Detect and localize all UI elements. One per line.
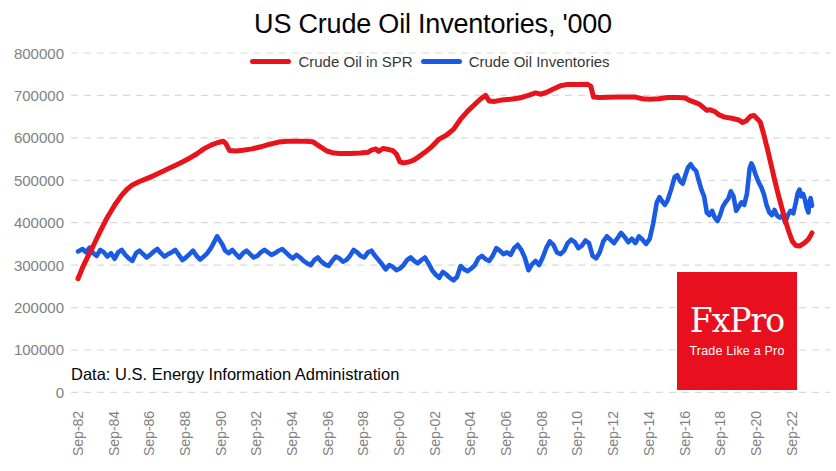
svg-text:Sep-86: Sep-86 (141, 411, 157, 456)
svg-text:700000: 700000 (14, 87, 64, 104)
svg-text:Sep-20: Sep-20 (748, 411, 764, 456)
spr-line-swatch-icon (250, 59, 291, 64)
svg-text:300000: 300000 (14, 257, 64, 274)
svg-text:Sep-02: Sep-02 (427, 411, 443, 456)
svg-text:500000: 500000 (14, 172, 64, 189)
svg-text:Sep-96: Sep-96 (320, 411, 336, 456)
svg-text:0: 0 (56, 384, 64, 401)
inventories-chart: 0 100000 200000 300000 400000 500000 600000 700… (0, 0, 836, 471)
svg-text:Sep-18: Sep-18 (712, 411, 728, 456)
svg-text:100000: 100000 (14, 341, 64, 358)
data-source-note: Data: U.S. Energy Information Administra… (71, 365, 399, 384)
svg-text:Sep-04: Sep-04 (462, 411, 478, 456)
svg-text:600000: 600000 (14, 129, 64, 146)
svg-text:Sep-92: Sep-92 (248, 411, 264, 456)
legend-item-spr: Crude Oil in SPR (250, 53, 412, 70)
svg-text:Sep-94: Sep-94 (284, 411, 300, 456)
svg-text:Sep-06: Sep-06 (498, 411, 514, 456)
fxpro-tagline: Trade Like a Pro (689, 344, 784, 358)
legend-label-spr: Crude Oil in SPR (298, 53, 412, 70)
legend-item-inventories: Crude Oil Inventories (421, 53, 610, 70)
chart-page: 0 100000 200000 300000 400000 500000 600000 700… (0, 0, 836, 471)
svg-text:200000: 200000 (14, 299, 64, 316)
svg-text:Sep-08: Sep-08 (534, 411, 550, 456)
svg-text:Sep-22: Sep-22 (784, 411, 800, 456)
svg-text:Sep-10: Sep-10 (569, 411, 585, 456)
legend-label-inventories: Crude Oil Inventories (469, 53, 610, 70)
svg-text:Sep-00: Sep-00 (391, 411, 407, 456)
svg-text:Sep-98: Sep-98 (355, 411, 371, 456)
inventories-line-swatch-icon (421, 59, 462, 64)
svg-text:400000: 400000 (14, 214, 64, 231)
svg-text:Sep-14: Sep-14 (641, 411, 657, 456)
svg-text:Sep-84: Sep-84 (106, 411, 122, 456)
svg-text:Sep-12: Sep-12 (605, 411, 621, 456)
svg-text:Sep-90: Sep-90 (213, 411, 229, 456)
fxpro-logo: FxPro Trade Like a Pro (677, 272, 797, 390)
svg-text:Sep-16: Sep-16 (677, 411, 693, 456)
svg-text:Sep-88: Sep-88 (177, 411, 193, 456)
chart-title: US Crude Oil Inventories, '000 (0, 9, 836, 40)
fxpro-wordmark: FxPro (690, 304, 784, 338)
chart-legend: Crude Oil in SPR Crude Oil Inventories (0, 53, 836, 70)
svg-text:Sep-82: Sep-82 (70, 411, 86, 456)
